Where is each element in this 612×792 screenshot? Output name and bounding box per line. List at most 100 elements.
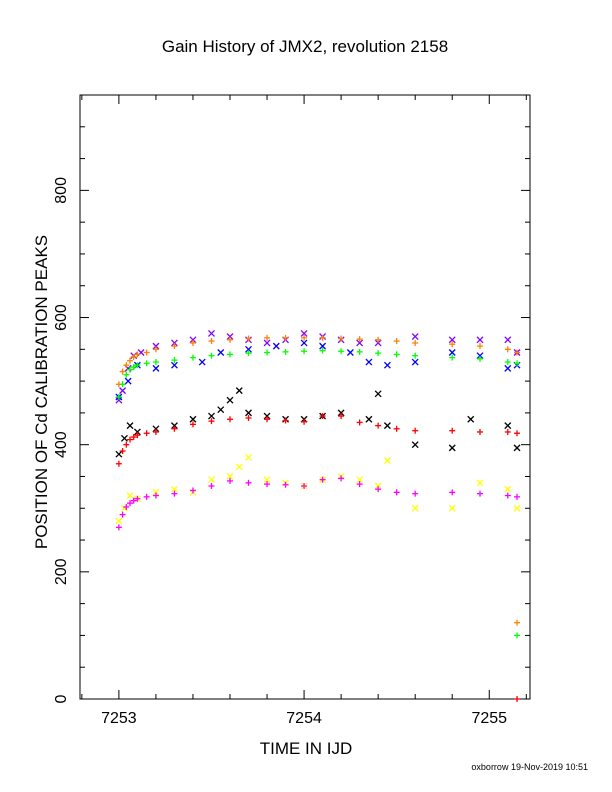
- data-point: [171, 490, 178, 497]
- data-point: [375, 336, 382, 343]
- data-point: [338, 475, 345, 482]
- data-point: [514, 632, 521, 639]
- data-point: [374, 339, 382, 347]
- data-point: [319, 342, 327, 350]
- data-point: [115, 460, 122, 467]
- y-tick-label: 400: [53, 431, 70, 458]
- data-point: [227, 416, 233, 423]
- data-point: [383, 457, 391, 465]
- plot-frame: [79, 94, 531, 700]
- data-point: [152, 346, 159, 353]
- data-point: [338, 413, 345, 420]
- data-point: [513, 504, 521, 512]
- data-point: [449, 341, 456, 348]
- data-point: [411, 504, 419, 512]
- data-point: [282, 334, 289, 341]
- x-tick-label: 7254: [286, 710, 322, 727]
- data-point: [235, 387, 243, 395]
- data-point: [448, 336, 456, 344]
- data-point: [301, 334, 308, 341]
- data-point: [375, 350, 382, 357]
- data-point: [338, 348, 345, 355]
- data-point: [123, 503, 130, 510]
- data-point: [282, 348, 289, 355]
- data-point: [208, 338, 215, 345]
- data-point: [217, 406, 225, 414]
- data-point: [152, 364, 160, 372]
- data-point: [514, 493, 521, 500]
- data-point: [208, 476, 215, 484]
- data-point: [124, 377, 132, 385]
- data-point: [127, 366, 133, 373]
- data-point: [171, 425, 178, 432]
- data-point: [119, 368, 126, 375]
- data-point: [127, 500, 133, 507]
- data-point: [319, 334, 326, 341]
- data-point: [514, 430, 521, 437]
- data-point: [477, 343, 483, 350]
- data-point: [208, 329, 215, 337]
- data-point: [227, 351, 233, 358]
- data-point: [208, 483, 215, 490]
- data-point: [170, 339, 178, 347]
- data-point: [412, 339, 419, 346]
- data-point: [356, 348, 363, 355]
- data-point: [356, 339, 364, 347]
- data-point: [449, 354, 456, 361]
- data-point: [263, 412, 271, 420]
- footer-timestamp: oxborrow 19-Nov-2019 10:51: [471, 762, 588, 772]
- data-point: [393, 338, 400, 345]
- data-point: [133, 428, 141, 436]
- data-point: [126, 422, 134, 430]
- data-point: [115, 517, 123, 525]
- data-point: [245, 414, 252, 421]
- y-tick-label: 600: [53, 304, 70, 331]
- data-point: [514, 696, 521, 702]
- data-point: [152, 425, 160, 433]
- data-point: [356, 336, 363, 343]
- data-point: [245, 335, 252, 342]
- data-point: [467, 415, 475, 423]
- data-point: [412, 427, 419, 434]
- data-point: [393, 351, 400, 358]
- data-point: [119, 511, 126, 518]
- data-point: [134, 495, 141, 502]
- data-point: [152, 428, 159, 435]
- data-point: [198, 358, 206, 366]
- data-point: [448, 444, 456, 452]
- data-point: [227, 477, 233, 484]
- data-point: [119, 381, 126, 388]
- data-point: [477, 355, 483, 362]
- data-point: [449, 427, 456, 434]
- data-point: [383, 422, 391, 430]
- data-point: [189, 354, 196, 361]
- data-point: [115, 450, 123, 458]
- data-point: [301, 348, 308, 355]
- data-point: [130, 434, 137, 441]
- data-point: [504, 422, 512, 430]
- data-point: [263, 339, 271, 347]
- data-point: [123, 371, 130, 378]
- data-point: [227, 336, 233, 343]
- data-point: [477, 490, 483, 497]
- data-point: [170, 361, 178, 369]
- data-point: [264, 334, 271, 341]
- data-point: [126, 492, 134, 500]
- data-point: [143, 349, 150, 356]
- x-tick-label: 7255: [471, 710, 507, 727]
- data-point: [319, 476, 326, 483]
- data-point: [127, 436, 133, 443]
- data-point: [356, 476, 364, 484]
- y-axis-label: POSITION OF Cd CALIBRATION PEAKS: [32, 235, 51, 549]
- data-points: [115, 329, 521, 702]
- data-point: [300, 329, 308, 337]
- data-point: [189, 487, 196, 494]
- data-point: [263, 476, 271, 484]
- data-point: [365, 358, 373, 366]
- data-point: [217, 349, 225, 356]
- data-point: [504, 364, 512, 372]
- data-point: [375, 486, 382, 493]
- data-point: [189, 421, 196, 428]
